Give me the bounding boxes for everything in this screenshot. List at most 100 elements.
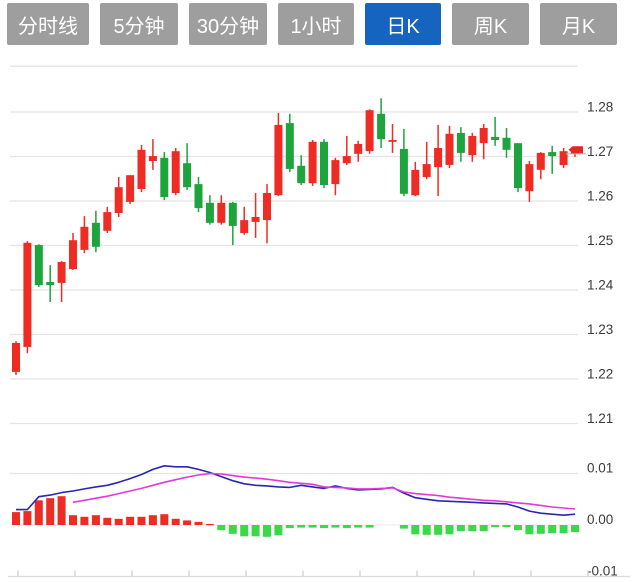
candle-body	[548, 152, 557, 157]
macd-histogram-bar	[514, 525, 522, 531]
macd-histogram-bar	[12, 512, 20, 525]
candle-body	[217, 202, 226, 223]
macd-histogram-bar	[342, 525, 351, 529]
candle-body	[160, 157, 169, 197]
macd-histogram-bar	[491, 525, 500, 528]
candle-body	[354, 144, 363, 154]
candle-body	[559, 151, 568, 165]
macd-histogram-bar	[228, 525, 237, 534]
candle-body	[183, 163, 192, 188]
macd-histogram-bar	[525, 525, 534, 535]
tab-5min[interactable]: 5分钟	[100, 3, 178, 45]
tab-30min[interactable]: 30分钟	[189, 3, 267, 45]
candle-body	[320, 141, 328, 185]
candle-body	[171, 151, 180, 193]
candle-body	[114, 187, 123, 213]
candle-body	[274, 124, 283, 196]
candle-body	[80, 226, 89, 250]
candle-body	[297, 165, 306, 184]
macd-histogram-bar	[46, 498, 55, 525]
macd-axis-label: -0.01	[587, 564, 618, 579]
candle-body	[12, 343, 20, 372]
candle-body	[411, 169, 420, 196]
candle-body	[525, 164, 534, 192]
price-axis-label: 1.26	[587, 189, 613, 204]
price-axis-label: 1.25	[587, 233, 613, 248]
candle-body	[194, 184, 203, 209]
candle-body	[422, 164, 431, 177]
macd-histogram-bar	[308, 525, 317, 528]
candle-body	[91, 222, 100, 247]
price-axis-label: 1.23	[587, 322, 613, 337]
candle-body	[331, 160, 340, 185]
tab-1hour[interactable]: 1小时	[278, 3, 354, 45]
candle-body	[308, 141, 317, 184]
price-axis-label: 1.21	[587, 411, 613, 426]
candle-body	[365, 110, 374, 152]
last-price-marker	[568, 146, 583, 154]
macd-histogram-bar	[354, 525, 363, 528]
candle-body	[34, 245, 43, 286]
macd-histogram-bar	[263, 525, 271, 537]
macd-histogram-bar	[502, 525, 511, 528]
candle-body	[377, 113, 386, 140]
macd-histogram-bar	[23, 511, 32, 525]
macd-histogram-bar	[422, 525, 431, 535]
macd-histogram-bar	[91, 515, 100, 525]
candle-body	[148, 156, 157, 161]
macd-histogram-bar	[103, 517, 112, 525]
candle-body	[399, 148, 408, 194]
candle-body	[342, 156, 351, 164]
macd-histogram-bar	[445, 525, 454, 535]
candle-body	[502, 137, 511, 150]
macd-dif-line	[16, 465, 576, 516]
macd-histogram-bar	[274, 525, 283, 536]
candle-body	[126, 175, 135, 202]
macd-histogram-bar	[34, 500, 43, 525]
candle-body	[46, 282, 55, 286]
macd-histogram-bar	[160, 514, 169, 525]
macd-histogram-bar	[479, 525, 488, 532]
candle-body	[468, 136, 477, 156]
macd-histogram-bar	[126, 516, 135, 525]
candle-body	[263, 193, 271, 221]
candle-body	[491, 136, 500, 140]
candle-body	[514, 143, 522, 189]
macd-histogram-bar	[171, 518, 180, 525]
macd-axis-label: 0.00	[587, 512, 613, 527]
macd-histogram-bar	[456, 525, 465, 532]
candle-body	[445, 133, 454, 165]
macd-histogram-bar	[80, 516, 89, 525]
candle-body	[240, 220, 249, 233]
macd-histogram-bar	[194, 521, 203, 525]
price-axis-label: 1.22	[587, 367, 613, 382]
macd-histogram-bar	[285, 525, 294, 529]
macd-histogram-bar	[297, 525, 306, 528]
macd-histogram-bar	[559, 525, 568, 534]
candle-body	[69, 240, 77, 270]
macd-histogram-bar	[205, 524, 214, 526]
macd-histogram-bar	[536, 525, 545, 534]
tab-weekly-k[interactable]: 周K	[452, 3, 529, 45]
candle-body	[57, 262, 66, 283]
price-axis-label: 1.28	[587, 100, 613, 115]
candle-body	[205, 202, 214, 223]
macd-histogram-bar	[148, 515, 157, 525]
candle-body	[479, 128, 488, 144]
macd-histogram-bar	[411, 525, 420, 535]
tab-daily-k[interactable]: 日K	[365, 3, 441, 45]
tab-monthly-k[interactable]: 月K	[540, 3, 617, 45]
tab-timeline[interactable]: 分时线	[7, 3, 89, 45]
candle-body	[228, 202, 237, 226]
macd-dea-line	[72, 472, 576, 510]
candle-body	[388, 140, 397, 142]
candle-body	[251, 217, 260, 222]
macd-histogram-bar	[137, 516, 146, 525]
candle-body	[434, 148, 443, 168]
macd-histogram-bar	[183, 520, 192, 525]
macd-histogram-bar	[320, 525, 328, 529]
macd-histogram-bar	[571, 525, 579, 533]
candle-body	[103, 212, 112, 231]
